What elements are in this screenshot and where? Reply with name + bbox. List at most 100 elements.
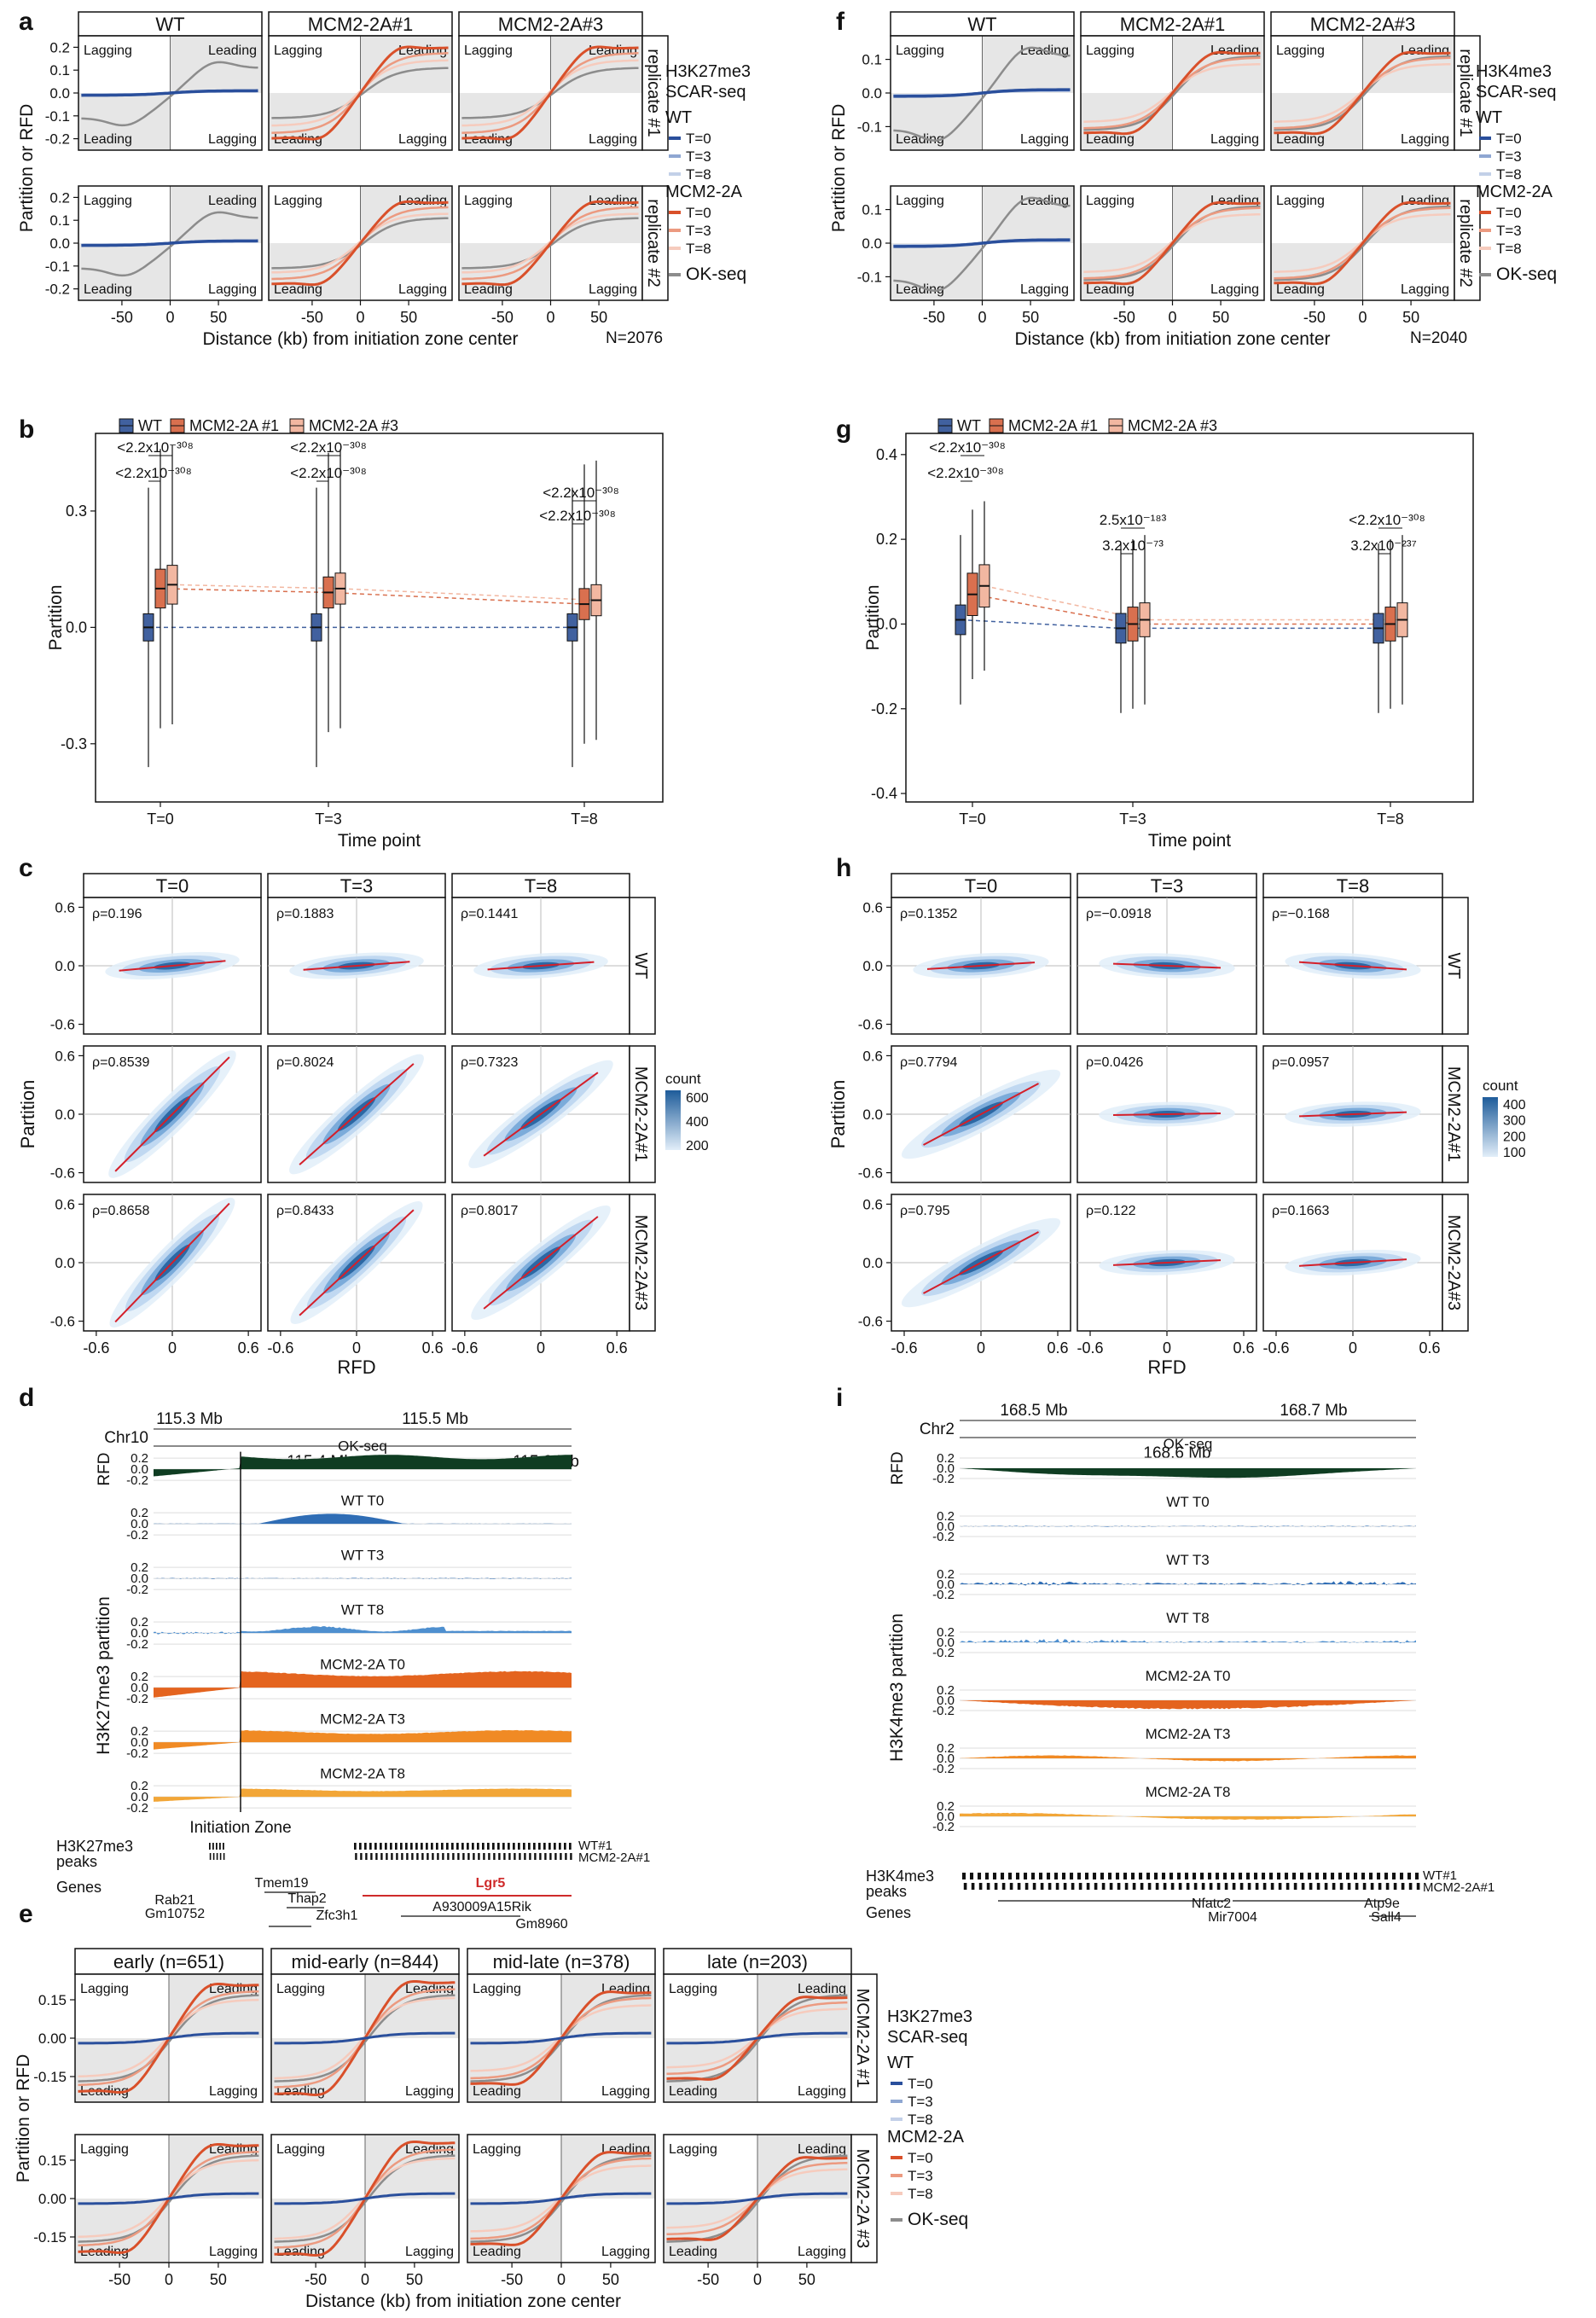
y-tick-label: -0.6 <box>858 1314 883 1330</box>
track-y-label: -0.2 <box>932 1762 955 1776</box>
leading-label: Leading <box>398 194 447 208</box>
y-tick-label: 0.2 <box>49 189 70 206</box>
lagging-label: Lagging <box>274 44 322 58</box>
peak-bar <box>487 1843 490 1850</box>
x-tick-label: 0.6 <box>1047 1339 1068 1357</box>
chrom-label: Chr2 <box>920 1420 955 1438</box>
peak-bar <box>446 1843 449 1850</box>
legend-title: count <box>665 1071 701 1087</box>
lagging-label: Lagging <box>405 2245 454 2259</box>
lagging-label: Lagging <box>798 2084 846 2099</box>
track-y-label: -0.2 <box>932 1646 955 1660</box>
p-value: <2.2x10⁻³⁰⁸ <box>539 508 616 524</box>
series-line-wt <box>274 2031 456 2045</box>
peak-bar <box>978 1883 983 1890</box>
legend-item: T=3 <box>1496 223 1522 239</box>
track-y-label: 0.2 <box>131 1670 148 1684</box>
leading-label: Leading <box>473 2245 521 2259</box>
peak-bar <box>415 1843 418 1850</box>
legend-item: WT <box>138 417 162 434</box>
row-strip <box>1442 897 1469 1035</box>
legend-item: OK-seq <box>686 264 746 284</box>
peak-bar <box>1124 1883 1129 1890</box>
gene-name: Zfc3h1 <box>316 1908 358 1923</box>
x-tick-label: 50 <box>400 309 417 326</box>
y-tick-label: -0.6 <box>50 1165 75 1182</box>
x-tick-label: 0 <box>977 1339 985 1357</box>
peak-bar <box>1001 1883 1006 1890</box>
fit-line <box>926 961 1036 970</box>
lagging-label: Lagging <box>398 282 447 297</box>
row-title: replicate #1 <box>1456 49 1475 137</box>
rho-label: ρ=0.7323 <box>461 1055 518 1070</box>
gene-name: Mir7004 <box>1208 1910 1257 1925</box>
p-value: <2.2x10⁻³⁰⁸ <box>117 439 194 456</box>
shaded-region <box>365 2135 459 2199</box>
facet-strip-2 <box>467 1948 656 1975</box>
y-tick-label: -0.2 <box>45 131 70 148</box>
series-line-t0 <box>1274 50 1451 136</box>
peak-bar <box>554 1843 556 1850</box>
peak-bar <box>1286 1883 1290 1890</box>
peaks-label: peaks <box>866 1883 907 1900</box>
track-y-label: 0.2 <box>937 1567 955 1582</box>
legend-item: MCM2-2A #1 <box>1008 417 1098 434</box>
series-line-t8 <box>78 1998 259 2078</box>
facet-title: WT <box>155 14 184 35</box>
peak-bar <box>1193 1873 1197 1879</box>
row-strip <box>1442 1194 1469 1332</box>
series-line-ok <box>470 1994 652 2083</box>
track-area-6 <box>960 1812 1416 1820</box>
leading-label: Leading <box>1086 282 1135 297</box>
x-tick-label: -50 <box>111 309 133 326</box>
peak-bar <box>971 1883 975 1890</box>
leading-label: Leading <box>84 132 132 147</box>
peak-bar <box>1169 1873 1174 1879</box>
peak-bar <box>1407 1873 1412 1879</box>
x-tick-label: -0.6 <box>1077 1339 1103 1357</box>
peak-bar <box>1086 1883 1090 1890</box>
peak-bar <box>985 1873 990 1879</box>
fit-line <box>1298 1258 1407 1267</box>
y-tick-label: -0.6 <box>50 1017 75 1033</box>
track-title: WT T0 <box>1166 1494 1209 1510</box>
peak-bar <box>441 1843 444 1850</box>
peak-bar <box>360 1853 363 1860</box>
p-value: 3.2x10⁻⁷³ <box>1102 537 1164 554</box>
peak-bar <box>502 1843 505 1850</box>
leading-label: Leading <box>669 2084 717 2099</box>
peak-bar <box>1301 1883 1305 1890</box>
peak-bar <box>498 1853 501 1860</box>
peak-bar <box>978 1873 982 1879</box>
fit-line <box>303 961 410 971</box>
track-axis-title: H3K27me3 partition <box>94 1596 113 1755</box>
peak-bar <box>1178 1883 1182 1890</box>
n-label: N=2076 <box>606 329 663 347</box>
peak-bar <box>390 1843 392 1850</box>
lagging-label: Lagging <box>209 2245 258 2259</box>
peak-bar <box>467 1853 470 1860</box>
peak-bar <box>1331 1873 1335 1879</box>
row-title: MCM2-2A #1 <box>853 1989 872 2089</box>
peaks-label: H3K27me3 <box>56 1838 133 1855</box>
peak-bar <box>1338 1873 1343 1879</box>
track-y-label: 0.2 <box>131 1560 148 1575</box>
series-line-wt <box>78 2192 259 2205</box>
gene-name: Sall4 <box>1371 1910 1402 1925</box>
peak-bar <box>963 1883 967 1890</box>
peak-bar <box>554 1853 557 1860</box>
peak-bar <box>421 1843 423 1850</box>
y-tick-label: 0.15 <box>38 1992 67 2008</box>
x-tick-label: 0.6 <box>1419 1339 1440 1357</box>
track-y-label: -0.2 <box>932 1820 955 1834</box>
lagging-label: Lagging <box>669 1982 717 1996</box>
peak-bar <box>1408 1883 1413 1890</box>
peak-bar <box>374 1843 377 1850</box>
track-y-label: -0.2 <box>126 1528 148 1542</box>
lagging-label: Lagging <box>1086 194 1135 208</box>
peak-bar <box>1001 1873 1005 1879</box>
row-strip <box>641 35 669 151</box>
lagging-label: Lagging <box>1276 44 1325 58</box>
series-line-ok <box>1083 55 1261 131</box>
peak-bar <box>1154 1873 1158 1879</box>
